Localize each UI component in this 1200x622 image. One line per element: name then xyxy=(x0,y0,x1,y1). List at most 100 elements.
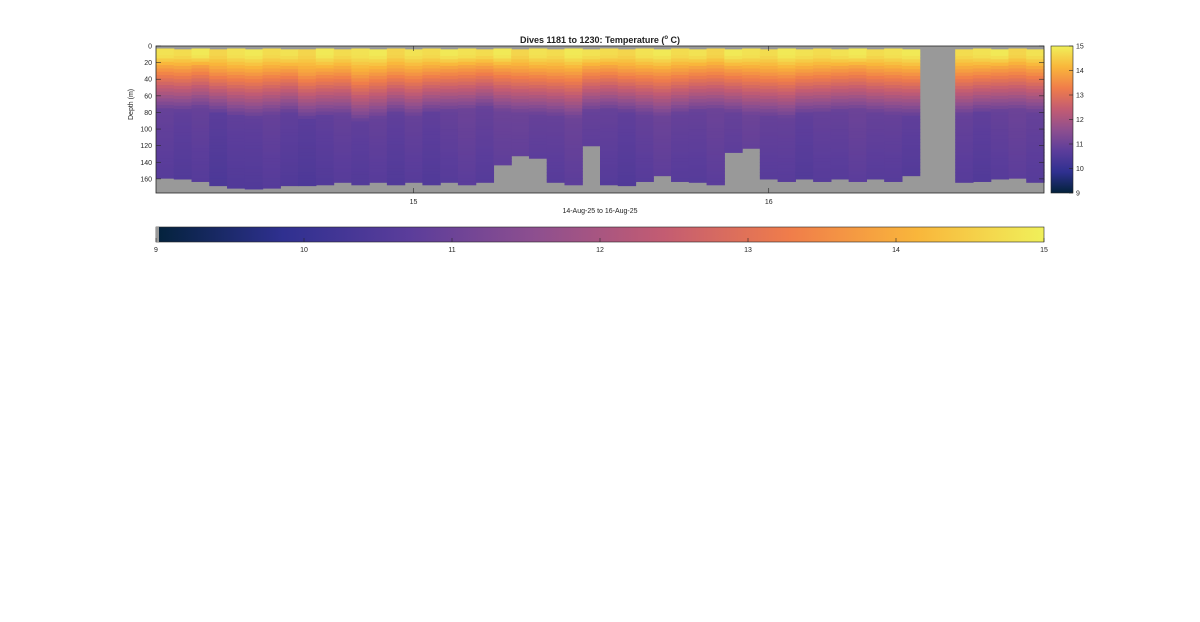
heat-cell xyxy=(990,142,1010,147)
heat-cell xyxy=(244,65,264,70)
heat-cell xyxy=(653,115,672,120)
heat-cell xyxy=(209,115,228,120)
heat-cell xyxy=(901,132,921,137)
heat-cell xyxy=(617,139,637,143)
heat-cell xyxy=(386,68,406,73)
heat-cell xyxy=(191,78,210,83)
heat-cell xyxy=(333,155,352,160)
heat-cell xyxy=(227,124,246,129)
heat-cell xyxy=(777,51,796,56)
heat-cell xyxy=(955,79,974,84)
heat-cell xyxy=(227,171,246,176)
heat-cell xyxy=(955,102,974,107)
heat-cell xyxy=(742,134,761,139)
heat-cell xyxy=(351,164,370,169)
heat-cell xyxy=(1008,58,1027,63)
heat-cell xyxy=(759,105,779,110)
heat-cell xyxy=(671,88,690,93)
heat-cell xyxy=(884,148,903,153)
heat-cell xyxy=(404,115,423,120)
dive-column-1197 xyxy=(440,49,459,183)
heat-cell xyxy=(830,105,850,110)
heat-cell xyxy=(173,162,193,167)
heat-cell xyxy=(1026,129,1045,133)
heat-cell xyxy=(475,85,495,90)
heat-cell xyxy=(830,135,850,140)
heat-cell xyxy=(972,85,992,89)
heat-cell xyxy=(866,62,885,67)
heat-cell xyxy=(564,78,583,83)
heat-cell xyxy=(511,95,530,100)
heat-cell xyxy=(653,129,672,133)
heat-cell xyxy=(280,142,299,147)
heat-cell xyxy=(156,68,175,73)
heat-cell xyxy=(671,144,690,149)
heat-cell xyxy=(369,155,388,160)
heat-cell xyxy=(546,82,566,87)
heat-cell xyxy=(759,142,779,147)
dive-column-1187 xyxy=(262,48,281,189)
heat-cell xyxy=(386,104,406,109)
heat-cell xyxy=(990,55,1010,60)
heat-cell xyxy=(404,62,423,67)
heat-cell xyxy=(298,92,317,97)
heat-cell xyxy=(244,148,264,153)
heat-cell xyxy=(369,139,388,143)
heat-cell xyxy=(386,171,406,176)
heat-cell xyxy=(972,178,992,182)
heat-cell xyxy=(1008,158,1027,163)
heat-cell xyxy=(156,85,175,89)
heat-cell xyxy=(866,162,885,167)
heat-cell xyxy=(191,164,210,169)
heat-cell xyxy=(582,109,601,114)
heat-cell xyxy=(386,85,406,89)
heat-cell xyxy=(280,59,299,64)
heat-cell xyxy=(369,112,388,117)
heat-cell xyxy=(688,69,708,74)
heat-cell xyxy=(706,134,725,139)
heat-cell xyxy=(386,95,406,99)
heat-cell xyxy=(333,165,352,170)
heat-cell xyxy=(830,82,850,87)
heat-cell xyxy=(262,121,281,126)
heat-cell xyxy=(227,104,246,109)
heat-cell xyxy=(564,121,583,126)
heat-cell xyxy=(546,168,566,173)
heat-cell xyxy=(546,148,566,153)
heat-cell xyxy=(759,75,779,80)
heat-cell xyxy=(759,122,779,127)
heat-cell xyxy=(972,118,992,123)
heat-cell xyxy=(227,111,246,116)
heat-cell xyxy=(617,129,637,133)
heat-cell xyxy=(990,72,1010,77)
heat-cell xyxy=(955,129,974,133)
heat-cell xyxy=(457,81,477,86)
heat-cell xyxy=(546,155,566,160)
heat-cell xyxy=(298,69,317,74)
heat-cell xyxy=(315,101,335,106)
heat-cell xyxy=(795,65,814,70)
heat-cell xyxy=(813,131,832,136)
heat-cell xyxy=(688,115,708,120)
heat-cell xyxy=(546,139,566,143)
heat-cell xyxy=(901,69,921,74)
heat-cell xyxy=(706,138,725,143)
heat-cell xyxy=(866,102,885,107)
heat-cell xyxy=(1026,122,1045,127)
heat-cell xyxy=(688,79,708,84)
heat-cell xyxy=(209,125,228,130)
heat-cell xyxy=(759,125,779,130)
heat-cell xyxy=(972,151,992,156)
heat-cell xyxy=(848,58,867,63)
heat-cell xyxy=(813,164,832,169)
heat-cell xyxy=(386,98,406,103)
heat-cell xyxy=(671,101,690,106)
heat-cell xyxy=(298,112,317,117)
heat-cell xyxy=(777,141,796,146)
heat-cell xyxy=(315,168,335,173)
colorbar-tick-label: 14 xyxy=(1076,68,1084,75)
heat-cell xyxy=(848,118,867,123)
heat-cell xyxy=(706,114,725,119)
heat-cell xyxy=(724,115,743,120)
heat-cell xyxy=(759,52,779,57)
